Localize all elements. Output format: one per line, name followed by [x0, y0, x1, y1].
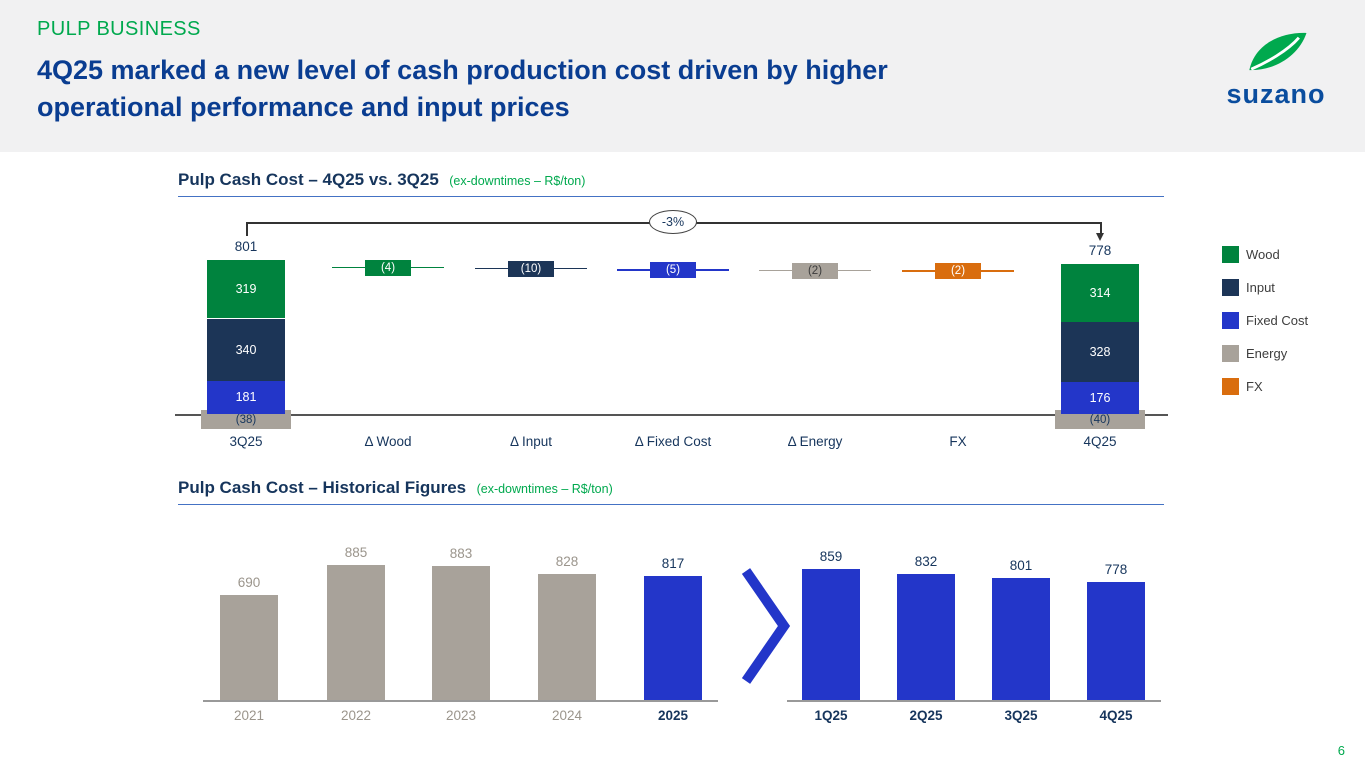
bar [897, 573, 955, 700]
slide-header: PULP BUSINESS 4Q25 marked a new level of… [0, 0, 1365, 152]
bar-value-label: 817 [661, 555, 685, 571]
x-axis-label: Δ Input [509, 434, 553, 449]
delta-bar: (5) [650, 262, 696, 279]
x-axis-label: 3Q25 [1004, 708, 1038, 723]
bar-segment: 319 [207, 260, 285, 319]
x-axis-label: 2025 [657, 708, 689, 723]
suzano-leaf-icon [1236, 32, 1316, 78]
bar-total-label: 778 [1088, 243, 1112, 259]
suzano-logo: suzano [1211, 30, 1341, 108]
bar-segment: 314 [1061, 264, 1139, 322]
historical-bar-chart: 690 2021 885 2022 883 2023 828 2024 817 2025 859 1Q… [175, 520, 1185, 750]
bar-total-label: 801 [234, 239, 258, 255]
historical-chart-title: Pulp Cash Cost – Historical Figures (ex-… [178, 478, 1164, 505]
bar-segment: 176 [1061, 381, 1139, 414]
bar-value-label: 828 [555, 554, 579, 570]
legend-swatch [1222, 246, 1239, 263]
delta-bar: (4) [365, 259, 411, 276]
bar-value-label: 801 [1009, 558, 1033, 574]
bar-value-label: 690 [237, 575, 261, 591]
bar-segment: 328 [1061, 321, 1139, 382]
legend-item: FX [1222, 378, 1308, 395]
legend-item: Input [1222, 279, 1308, 296]
chart1-title: Pulp Cash Cost – 4Q25 vs. 3Q25 [178, 170, 439, 189]
bar-value-label: 778 [1104, 561, 1128, 577]
change-arrow-head [1096, 233, 1104, 241]
bar [644, 575, 702, 700]
legend-item: Wood [1222, 246, 1308, 263]
x-axis-line [787, 700, 1161, 702]
change-arrow-left-tick [246, 222, 248, 236]
chart2-title: Pulp Cash Cost – Historical Figures [178, 478, 467, 497]
bar-value-label: 885 [344, 545, 368, 561]
x-axis-line [175, 414, 1168, 416]
title-line-1: 4Q25 marked a new level of cash producti… [37, 55, 888, 85]
bar-value-label: 832 [914, 553, 938, 569]
legend-label: FX [1246, 379, 1263, 394]
bar [327, 565, 385, 700]
bar-segment: 340 [207, 318, 285, 381]
x-axis-label: Δ Energy [787, 434, 843, 449]
chart-legend: Wood Input Fixed Cost Energy FX [1222, 246, 1308, 411]
legend-label: Energy [1246, 346, 1288, 361]
x-axis-label: 1Q25 [814, 708, 848, 723]
x-axis-label: FX [949, 434, 967, 449]
x-axis-label: Δ Wood [364, 434, 412, 449]
bar [220, 595, 278, 700]
x-axis-label: 2023 [445, 708, 477, 723]
legend-swatch [1222, 378, 1239, 395]
change-badge: -3% [649, 210, 697, 234]
suzano-wordmark: suzano [1226, 79, 1326, 109]
x-axis-line [203, 700, 718, 702]
bar [992, 578, 1050, 700]
x-axis-label: Δ Fixed Cost [634, 434, 712, 449]
legend-swatch [1222, 312, 1239, 329]
bar [1087, 581, 1145, 700]
x-axis-label: 4Q25 [1083, 434, 1117, 449]
bar [538, 574, 596, 700]
x-axis-label: 4Q25 [1099, 708, 1133, 723]
legend-item: Energy [1222, 345, 1308, 362]
x-axis-label: 2021 [233, 708, 265, 723]
x-axis-label: 2022 [340, 708, 372, 723]
delta-bar: (2) [935, 263, 981, 280]
legend-swatch [1222, 279, 1239, 296]
x-axis-label: 3Q25 [229, 434, 263, 449]
bar-segment-negative: (40) [1055, 410, 1145, 429]
waterfall-chart: 801 (38) 319 340 181 778 (40) 314 328 176 (4) (10) (… [175, 210, 1168, 464]
title-line-2: operational performance and input prices [37, 92, 570, 123]
legend-item: Fixed Cost [1222, 312, 1308, 329]
legend-label: Wood [1246, 247, 1280, 262]
bar-segment-negative: (38) [201, 410, 291, 429]
page-title: 4Q25 marked a new level of cash producti… [37, 52, 1157, 127]
bar-value-label: 883 [449, 545, 473, 561]
bar [432, 565, 490, 700]
page-number: 6 [1337, 743, 1345, 758]
section-kicker: PULP BUSINESS [37, 18, 201, 40]
legend-label: Input [1246, 280, 1275, 295]
chart1-subtitle: (ex-downtimes – R$/ton) [449, 174, 586, 188]
comparison-chart-title: Pulp Cash Cost – 4Q25 vs. 3Q25 (ex-downt… [178, 170, 1164, 197]
delta-bar: (2) [792, 262, 838, 279]
x-axis-label: 2024 [551, 708, 583, 723]
chevron-separator-icon [740, 566, 792, 691]
chart2-subtitle: (ex-downtimes – R$/ton) [476, 482, 613, 496]
bar-segment: 181 [207, 380, 285, 414]
delta-bar: (10) [508, 260, 554, 277]
bar-value-label: 859 [819, 549, 843, 565]
x-axis-label: 2Q25 [909, 708, 943, 723]
legend-label: Fixed Cost [1246, 313, 1309, 328]
change-arrow-right-tick [1100, 222, 1102, 233]
bar [802, 569, 860, 700]
legend-swatch [1222, 345, 1239, 362]
